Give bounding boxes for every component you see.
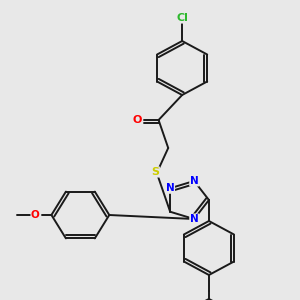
Text: N: N: [190, 176, 199, 186]
Text: Cl: Cl: [176, 13, 188, 23]
Text: S: S: [152, 167, 159, 177]
Text: N: N: [190, 214, 199, 224]
Text: O: O: [133, 115, 142, 125]
Text: N: N: [166, 183, 175, 193]
Text: O: O: [31, 210, 40, 220]
